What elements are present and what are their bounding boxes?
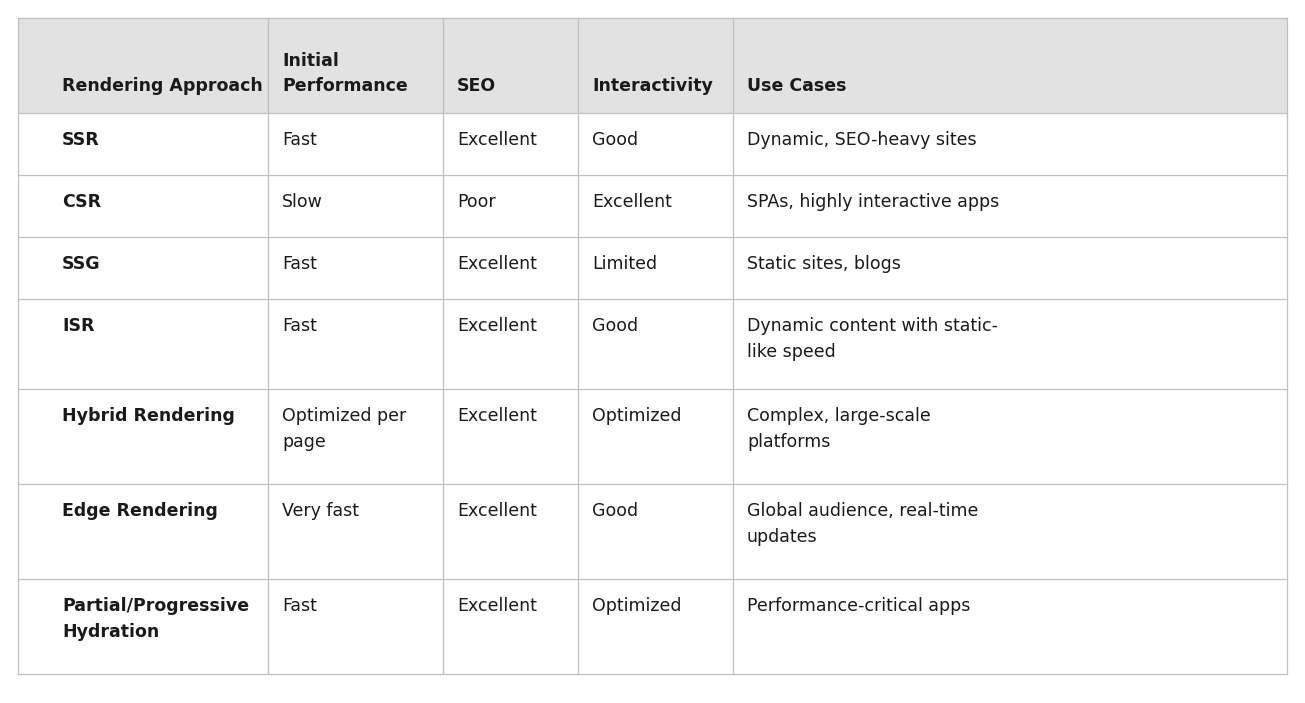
- Text: Excellent: Excellent: [457, 255, 536, 273]
- Bar: [18, 237, 1287, 299]
- Text: Global audience, real-time
updates: Global audience, real-time updates: [746, 502, 979, 546]
- Text: Fast: Fast: [282, 131, 317, 149]
- Bar: [18, 484, 1287, 579]
- Text: Rendering Approach: Rendering Approach: [63, 77, 262, 95]
- Text: Static sites, blogs: Static sites, blogs: [746, 255, 900, 273]
- Bar: [18, 113, 1287, 175]
- Text: Hybrid Rendering: Hybrid Rendering: [63, 407, 235, 425]
- Text: Dynamic content with static-
like speed: Dynamic content with static- like speed: [746, 317, 998, 361]
- Text: Excellent: Excellent: [592, 193, 672, 211]
- Text: Fast: Fast: [282, 255, 317, 273]
- Text: Good: Good: [592, 317, 638, 335]
- Bar: [18, 175, 1287, 237]
- Text: Poor: Poor: [457, 193, 496, 211]
- Text: SEO: SEO: [457, 77, 496, 95]
- Text: ISR: ISR: [63, 317, 94, 335]
- Text: Excellent: Excellent: [457, 502, 536, 520]
- Text: Interactivity: Interactivity: [592, 77, 713, 95]
- Text: Fast: Fast: [282, 317, 317, 335]
- Text: Partial/Progressive
Hydration: Partial/Progressive Hydration: [63, 597, 249, 640]
- Text: Good: Good: [592, 502, 638, 520]
- Text: Excellent: Excellent: [457, 597, 536, 615]
- Text: SPAs, highly interactive apps: SPAs, highly interactive apps: [746, 193, 1000, 211]
- Text: CSR: CSR: [63, 193, 100, 211]
- Text: Limited: Limited: [592, 255, 658, 273]
- Bar: [18, 299, 1287, 389]
- Text: Excellent: Excellent: [457, 131, 536, 149]
- Text: Excellent: Excellent: [457, 317, 536, 335]
- Text: Initial
Performance: Initial Performance: [282, 52, 407, 95]
- Text: Very fast: Very fast: [282, 502, 359, 520]
- Bar: [18, 18, 1287, 113]
- Bar: [18, 579, 1287, 674]
- Text: Good: Good: [592, 131, 638, 149]
- Text: Use Cases: Use Cases: [746, 77, 847, 95]
- Text: Slow: Slow: [282, 193, 322, 211]
- Text: Optimized per
page: Optimized per page: [282, 407, 406, 451]
- Text: Dynamic, SEO-heavy sites: Dynamic, SEO-heavy sites: [746, 131, 976, 149]
- Text: Excellent: Excellent: [457, 407, 536, 425]
- Text: Fast: Fast: [282, 597, 317, 615]
- Text: Optimized: Optimized: [592, 597, 681, 615]
- Text: SSG: SSG: [63, 255, 100, 273]
- Text: SSR: SSR: [63, 131, 99, 149]
- Text: Complex, large-scale
platforms: Complex, large-scale platforms: [746, 407, 930, 451]
- Text: Edge Rendering: Edge Rendering: [63, 502, 218, 520]
- Bar: [18, 389, 1287, 484]
- Text: Optimized: Optimized: [592, 407, 681, 425]
- Text: Performance-critical apps: Performance-critical apps: [746, 597, 971, 615]
